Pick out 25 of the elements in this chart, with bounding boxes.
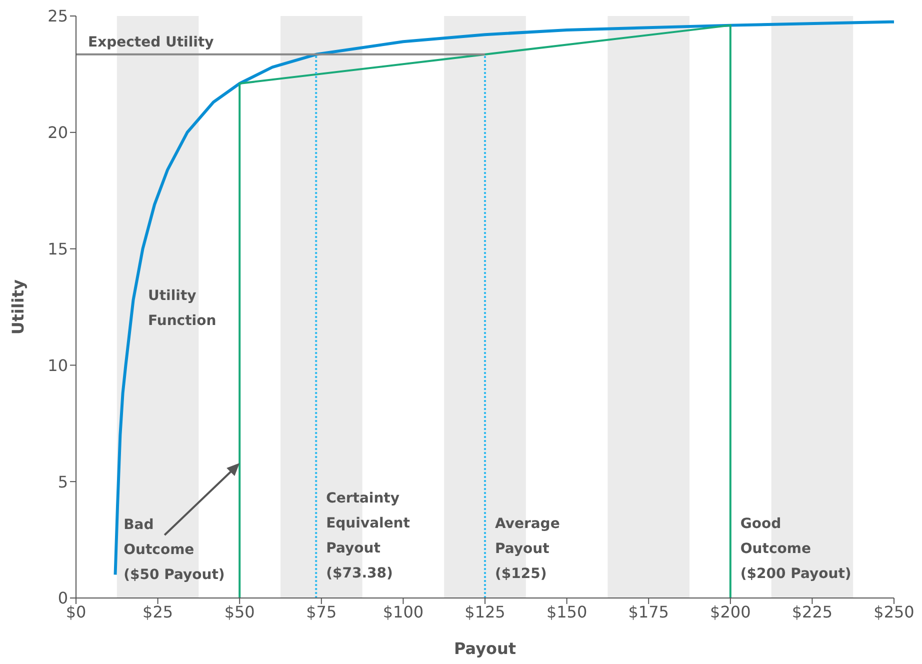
x-axis-title: Payout	[454, 639, 516, 658]
x-tick-label: $150	[546, 602, 588, 622]
annotation: Bad Outcome ($50 Payout)	[124, 516, 225, 583]
annotation: Good Outcome ($200 Payout)	[740, 516, 852, 582]
x-tick-label: $200	[710, 602, 751, 622]
x-tick-label: $225	[792, 602, 833, 622]
y-tick-label: 0	[58, 588, 68, 608]
y-tick-label: 15	[48, 239, 68, 258]
x-tick-label: $100	[382, 602, 424, 622]
y-tick-label: 10	[48, 356, 68, 375]
y-tick-label: 20	[48, 123, 68, 142]
y-tick-label: 25	[48, 6, 68, 26]
y-axis-title: Utility	[8, 278, 28, 335]
x-tick-label: $75	[306, 602, 337, 622]
x-tick-label: $50	[224, 602, 255, 622]
x-tick-label: $125	[464, 602, 506, 622]
x-tick-label: $175	[628, 602, 669, 622]
annotation: Utility Function	[148, 287, 216, 331]
x-tick-label: $250	[874, 602, 914, 622]
x-tick-label: $25	[142, 602, 174, 622]
annotation: Average Payout ($125)	[495, 516, 560, 582]
x-tick-label: $0	[66, 602, 86, 622]
annotation: Expected Utility	[88, 34, 214, 50]
y-tick-label: 5	[58, 472, 68, 492]
annotation: Certainty Equivalent Payout ($73.38)	[326, 490, 410, 582]
